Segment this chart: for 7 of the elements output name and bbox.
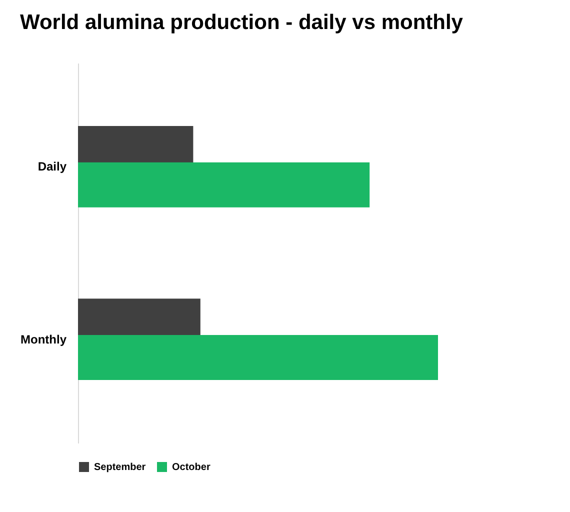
bar [78,162,370,208]
legend-label: September [94,462,146,473]
bar [78,335,438,380]
y-tick-label: Daily [38,160,67,174]
y-tick-label: Monthly [20,332,67,346]
chart-title: World alumina production - daily vs monthly [20,11,464,34]
legend-label: October [172,462,210,473]
